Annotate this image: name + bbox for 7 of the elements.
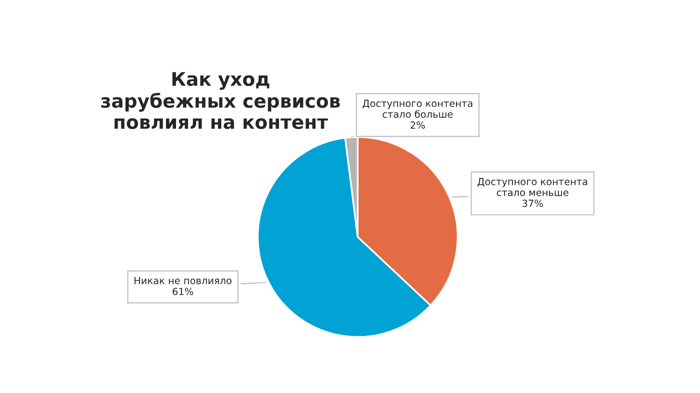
data-label: 37% (522, 200, 543, 208)
slice-label: Доступного контента стало меньше (478, 178, 588, 196)
data-label: 61% (172, 288, 194, 296)
data-label: 2% (410, 121, 425, 129)
slice-label: Доступного контента стало больше (362, 100, 472, 118)
chart-title: Как уход зарубежных сервисов повлиял на контент (101, 72, 340, 130)
slice-label: Никак не повлияло (134, 277, 232, 284)
